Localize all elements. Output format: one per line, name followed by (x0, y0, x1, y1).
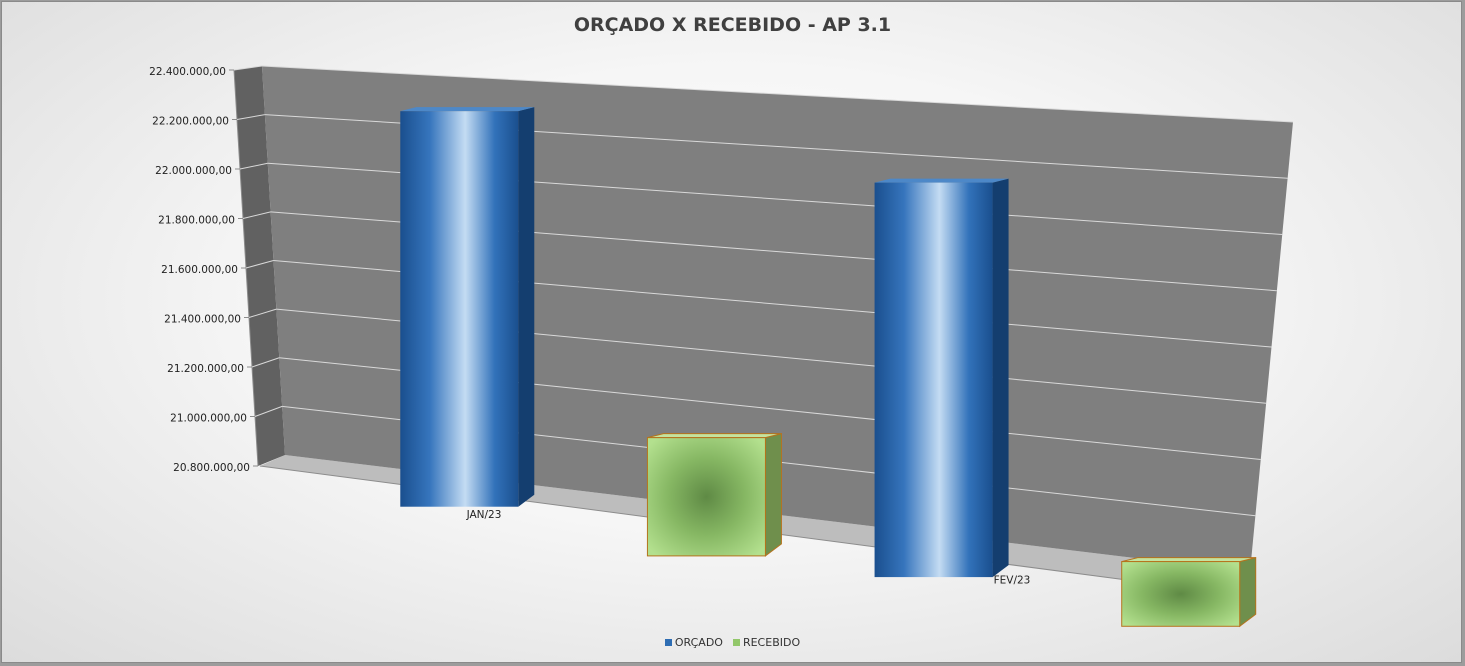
gridline (261, 65, 1294, 123)
bar-orçado (874, 182, 993, 578)
x-tick-label: JAN/23 (466, 509, 502, 521)
bar-top (1121, 557, 1256, 563)
y-tick-label: 21.800.000,00 (158, 215, 235, 227)
y-tick-label: 21.000.000,00 (170, 413, 247, 425)
bar-recebido (646, 437, 766, 557)
gridline-side (248, 308, 277, 318)
gridline-side (233, 65, 263, 71)
y-tick-label: 22.000.000,00 (155, 165, 232, 177)
legend-swatch (664, 639, 672, 646)
x-axis-labels: JAN/23 FEV/23 (466, 509, 1031, 587)
gridline-side (236, 114, 265, 120)
legend-item: ORÇADO (664, 636, 723, 649)
y-tick-label: 20.800.000,00 (173, 462, 250, 474)
gridline-side (251, 357, 280, 368)
chart-bars (400, 107, 1257, 628)
chart-title: ORÇADO X RECEBIDO - AP 3.1 (573, 14, 892, 36)
y-tick-label: 22.400.000,00 (149, 66, 226, 78)
bar-side (518, 107, 535, 507)
bar-orçado (400, 111, 519, 507)
legend-label: ORÇADO (674, 636, 723, 649)
gridline-side (239, 162, 268, 170)
bar-top (400, 107, 535, 112)
y-axis-ticks: 20.800.000,00 21.000.000,00 21.200.000,00 2… (149, 66, 258, 474)
gridline-side (242, 211, 271, 219)
y-tick-label: 21.400.000,00 (164, 314, 241, 326)
bar-recebido (1121, 561, 1241, 627)
bar-side (764, 433, 782, 557)
legend-swatch (732, 639, 740, 646)
bar-side (1239, 556, 1257, 628)
gridline-side (245, 260, 274, 269)
gridline-side (254, 405, 283, 417)
y-tick-label: 21.600.000,00 (161, 264, 238, 276)
chart-legend: ORÇADO RECEBIDO (0, 636, 1465, 649)
side-wall (234, 66, 285, 466)
y-tick-label: 22.200.000,00 (152, 116, 229, 128)
bar-side (992, 178, 1009, 578)
bar-top (647, 433, 782, 439)
legend-item: RECEBIDO (732, 636, 801, 649)
y-tick-label: 21.200.000,00 (167, 363, 244, 375)
bar-top (874, 178, 1009, 183)
legend-label: RECEBIDO (742, 636, 801, 649)
x-tick-label: FEV/23 (994, 574, 1031, 586)
